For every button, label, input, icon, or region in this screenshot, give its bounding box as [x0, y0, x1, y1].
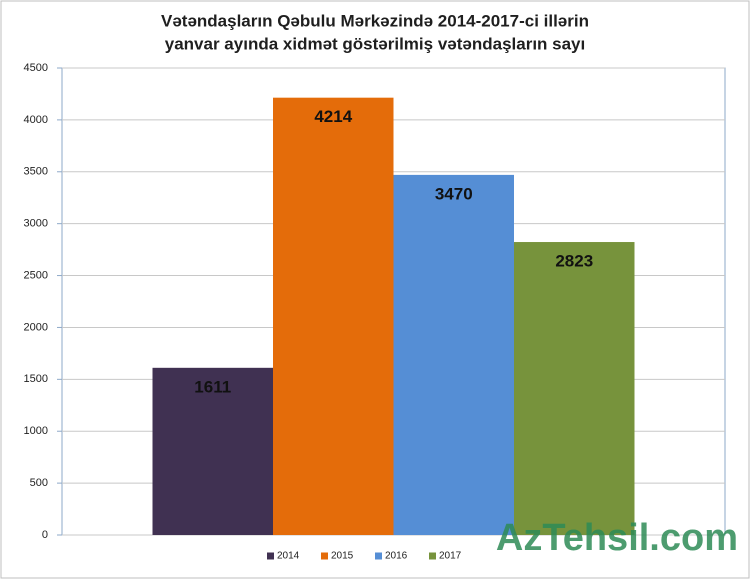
- data-label: 3470: [435, 184, 473, 203]
- y-tick-label: 3500: [24, 166, 48, 178]
- legend-swatch: [429, 552, 436, 560]
- legend-label: 2017: [439, 551, 462, 562]
- legend-swatch: [267, 552, 274, 560]
- y-tick-label: 4500: [24, 62, 48, 74]
- legend-label: 2015: [331, 551, 354, 562]
- bar: [514, 242, 635, 535]
- y-tick-label: 1500: [24, 373, 48, 385]
- chart-title: yanvar ayında xidmət göstərilmiş vətənda…: [165, 34, 585, 53]
- y-tick-label: 3000: [24, 218, 48, 230]
- bar: [152, 367, 273, 535]
- watermark: AzTehsil.com: [496, 517, 738, 559]
- bar: [393, 174, 514, 535]
- y-tick-label: 2500: [24, 269, 48, 281]
- y-tick-label: 2000: [24, 321, 48, 333]
- y-tick-label: 500: [30, 477, 48, 489]
- data-label: 2823: [555, 252, 593, 271]
- y-tick-label: 0: [42, 529, 48, 541]
- legend-swatch: [321, 552, 328, 560]
- data-label: 4214: [314, 107, 352, 126]
- bar: [273, 97, 394, 535]
- chart-title: Vətəndaşların Qəbulu Mərkəzində 2014-201…: [161, 11, 589, 30]
- y-tick-label: 1000: [24, 425, 48, 437]
- data-label: 1611: [194, 377, 231, 396]
- legend-label: 2014: [277, 551, 300, 562]
- legend-swatch: [375, 552, 382, 560]
- legend-label: 2016: [385, 551, 408, 562]
- y-tick-label: 4000: [24, 114, 48, 126]
